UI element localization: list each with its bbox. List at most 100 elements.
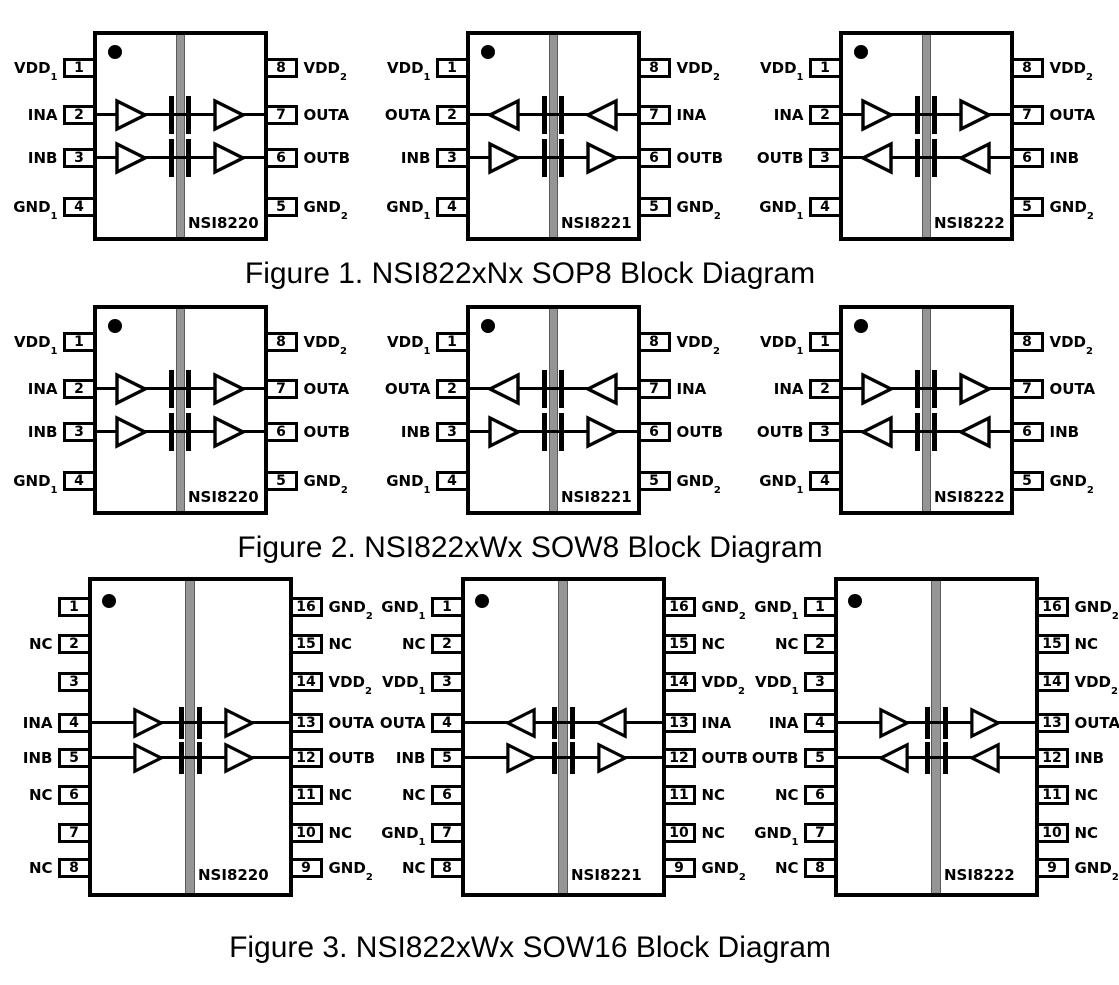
pin1-marker-dot	[853, 319, 868, 333]
channel-wire	[463, 756, 663, 759]
pin-box-4: 4	[62, 471, 96, 491]
pin-box-4: 4	[435, 471, 469, 491]
pin-label-2: OUTA	[384, 380, 431, 398]
isolation-capacitor-bar	[569, 742, 575, 774]
pin-label-7: INA	[676, 106, 707, 124]
pin-label-5: INB	[22, 749, 53, 767]
channel-wire	[95, 387, 265, 390]
pin1-marker-dot	[480, 319, 495, 333]
buffer-right-icon	[132, 707, 165, 739]
pin-box-14: 14	[1035, 672, 1069, 692]
pin-box-3: 3	[57, 672, 91, 692]
isolation-capacitor-bar	[196, 707, 202, 739]
isolation-barrier	[175, 309, 185, 511]
pin-label-8: VDD2	[676, 59, 720, 83]
pin-box-1: 1	[57, 597, 91, 617]
pin-label-10: NC	[701, 824, 726, 842]
buffer-right-icon	[114, 141, 149, 175]
pin-box-2: 2	[808, 105, 842, 125]
pin-box-12: 12	[1035, 748, 1069, 768]
isolation-capacitor-bar	[169, 370, 174, 408]
pin-label-3: OUTB	[756, 423, 804, 441]
pin-label-1: GND1	[381, 598, 426, 622]
pin1-marker-dot	[107, 319, 122, 333]
pin-label-6: NC	[28, 786, 53, 804]
pin-box-2: 2	[435, 379, 469, 399]
figure-3-section: NSI8220 1 2 NC 3 4 INA 5 INB 6 NC 7 8 NC 16 GND2 15 NC 14 V…	[0, 574, 1119, 966]
pin-box-16: 16	[289, 597, 323, 617]
pin-label-5: GND2	[303, 472, 348, 496]
pin-label-6: OUTB	[303, 423, 351, 441]
pin-label-7: OUTA	[303, 106, 350, 124]
isolation-capacitor-bar	[542, 370, 547, 408]
chip-diagram-nsi8221: NSI8221 1 VDD1 2 OUTA 3 INB 4 GND1 8 VDD2 7 INA 6 OUTB…	[376, 302, 744, 518]
isolation-capacitor-bar	[569, 707, 575, 739]
pin-box-8: 8	[637, 332, 671, 352]
pin-box-8: 8	[264, 58, 298, 78]
pin-label-10: NC	[328, 824, 353, 842]
pin-label-4: INA	[768, 714, 799, 732]
pin-label-3: INB	[400, 149, 431, 167]
buffer-left-icon	[876, 742, 909, 774]
pin-label-3: INB	[27, 149, 58, 167]
figure-3-diagrams: NSI8220 1 2 NC 3 4 INA 5 INB 6 NC 7 8 NC 16 GND2 15 NC 14 V…	[0, 574, 1119, 900]
pin-box-7: 7	[1010, 105, 1044, 125]
pin-box-6: 6	[264, 148, 298, 168]
pin-box-11: 11	[289, 785, 323, 805]
pin-label-6: INB	[1049, 423, 1080, 441]
pin-label-4: GND1	[13, 472, 58, 496]
buffer-right-icon	[212, 372, 247, 406]
pin-label-5: OUTB	[751, 749, 799, 767]
pin-label-4: GND1	[386, 198, 431, 222]
pin-box-1: 1	[808, 332, 842, 352]
pin-label-11: NC	[701, 786, 726, 804]
pin-box-13: 13	[1035, 713, 1069, 733]
pin-box-1: 1	[62, 332, 96, 352]
isolation-capacitor-bar	[915, 413, 920, 451]
pin-label-14: VDD2	[328, 673, 372, 697]
chip-name-label: NSI8220	[198, 866, 269, 884]
buffer-right-icon	[212, 415, 247, 449]
pin-label-13: INA	[701, 714, 732, 732]
isolation-barrier	[921, 309, 931, 511]
pin1-marker-dot	[474, 594, 489, 608]
pin-box-8: 8	[637, 58, 671, 78]
isolation-capacitor-bar	[178, 707, 184, 739]
isolation-capacitor-bar	[178, 742, 184, 774]
chip-name-label: NSI8220	[188, 214, 259, 232]
pin-label-2: INA	[773, 380, 804, 398]
pin-label-5: GND2	[303, 198, 348, 222]
chip-cell: NSI8222 1 VDD1 2 INA 3 OUTB 4 GND1 8 VDD2 7 OUTA 6 INB…	[746, 28, 1119, 244]
isolation-capacitor-bar	[542, 96, 547, 134]
buffer-right-icon	[212, 98, 247, 132]
isolation-capacitor-bar	[915, 370, 920, 408]
pin-box-2: 2	[430, 634, 464, 654]
channel-wire	[468, 156, 638, 159]
pin-box-1: 1	[435, 58, 469, 78]
pin-label-16: GND2	[1074, 598, 1119, 622]
isolation-capacitor-bar	[932, 96, 937, 134]
pin1-marker-dot	[107, 45, 122, 59]
pin-box-8: 8	[1010, 58, 1044, 78]
pin-box-7: 7	[264, 105, 298, 125]
pin-box-3: 3	[808, 148, 842, 168]
pin-box-7: 7	[430, 823, 464, 843]
buffer-right-icon	[114, 415, 149, 449]
pin-box-12: 12	[289, 748, 323, 768]
pin-box-4: 4	[808, 471, 842, 491]
pin-box-3: 3	[62, 422, 96, 442]
isolation-capacitor-bar	[542, 139, 547, 177]
pin-box-6: 6	[1010, 422, 1044, 442]
chip-cell: NSI8221 1 VDD1 2 OUTA 3 INB 4 GND1 8 VDD2 7 INA 6 OUTB…	[373, 302, 746, 518]
pin-label-7: OUTA	[1049, 380, 1096, 398]
pin-label-5: GND2	[1049, 198, 1094, 222]
isolation-capacitor-bar	[196, 742, 202, 774]
isolation-barrier	[185, 581, 195, 893]
pin1-marker-dot	[853, 45, 868, 59]
pin-box-4: 4	[435, 197, 469, 217]
pin-label-7: INA	[676, 380, 707, 398]
chip-name-label: NSI8222	[944, 866, 1015, 884]
figure-2-section: NSI8220 1 VDD1 2 INA 3 INB 4 GND1 8 VDD2 7 OUTA 6 OUTB…	[0, 302, 1119, 566]
channel-wire	[841, 387, 1011, 390]
pin-box-9: 9	[662, 858, 696, 878]
